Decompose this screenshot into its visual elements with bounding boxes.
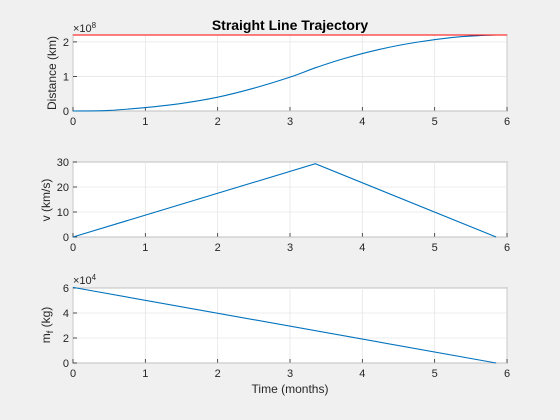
distance-y-tick-label: 0 <box>63 106 69 118</box>
fuel-mass-x-tick-label: 1 <box>142 368 148 380</box>
distance-y-tick-label: 2 <box>63 37 69 49</box>
fuel-mass-x-tick-label: 4 <box>359 368 365 380</box>
fuel-mass-y-tick-label: 0 <box>63 358 69 370</box>
distance-x-tick-label: 2 <box>215 116 221 128</box>
fuel-mass-series-line-0 <box>72 286 497 364</box>
fuel-mass-x-tick-label: 2 <box>215 368 221 380</box>
velocity-x-tick-label: 3 <box>287 242 293 254</box>
fuel-mass-y-tick-label: 4 <box>63 308 69 320</box>
velocity-plot-content: 0 1 2 3 4 5 6 0 10 20 30 <box>57 157 510 254</box>
fuel-mass-x-tick-label: 3 <box>287 368 293 380</box>
time-x-label: Time (months) <box>252 382 329 396</box>
fuel-mass-x-tick-label: 0 <box>70 368 76 380</box>
distance-y-label: Distance (km) <box>45 36 59 110</box>
velocity-y-tick-label: 10 <box>57 207 69 219</box>
velocity-x-tick-label: 2 <box>215 242 221 254</box>
velocity-y-tick-label: 30 <box>57 157 69 169</box>
distance-x-tick-label: 1 <box>142 116 148 128</box>
distance-panel: 0 1 2 3 4 5 6 0 1 2 ×108 Distance (km) <box>45 21 510 128</box>
distance-x-tick-label: 3 <box>287 116 293 128</box>
distance-exponent-label: ×108 <box>73 21 97 35</box>
velocity-series-line-0 <box>72 163 497 238</box>
distance-x-tick-label: 0 <box>70 116 76 128</box>
distance-series-line-0 <box>72 34 497 112</box>
fuel-mass-plot-content: 0 1 2 3 4 5 6 0 2 4 6 <box>63 283 510 380</box>
fuel-mass-x-tick-label: 6 <box>504 368 510 380</box>
distance-x-tick-label: 6 <box>504 116 510 128</box>
distance-x-tick-label: 4 <box>359 116 365 128</box>
velocity-x-tick-label: 4 <box>359 242 365 254</box>
fuel-mass-y-tick-label: 6 <box>63 283 69 295</box>
distance-y-tick-label: 1 <box>63 71 69 83</box>
velocity-panel: 0 1 2 3 4 5 6 0 10 20 30 v (km/s) <box>39 157 510 254</box>
velocity-y-tick-label: 0 <box>63 232 69 244</box>
velocity-x-tick-label: 0 <box>70 242 76 254</box>
distance-plot-content: 0 1 2 3 4 5 6 0 1 2 <box>63 34 510 128</box>
fuel-mass-panel: 0 1 2 3 4 5 6 0 2 4 6 ×104 mf (kg) Time (months) <box>39 273 510 396</box>
velocity-y-label: v (km/s) <box>39 179 53 222</box>
fuel-mass-x-tick-label: 5 <box>432 368 438 380</box>
fuel-mass-y-label: mf (kg) <box>39 307 55 344</box>
velocity-x-tick-label: 1 <box>142 242 148 254</box>
velocity-x-tick-label: 5 <box>432 242 438 254</box>
velocity-x-tick-label: 6 <box>504 242 510 254</box>
fuel-mass-exponent-label: ×104 <box>73 273 97 287</box>
distance-x-tick-label: 5 <box>432 116 438 128</box>
fuel-mass-y-tick-label: 2 <box>63 333 69 345</box>
chart-title: Straight Line Trajectory <box>212 17 369 33</box>
velocity-y-tick-label: 20 <box>57 182 69 194</box>
